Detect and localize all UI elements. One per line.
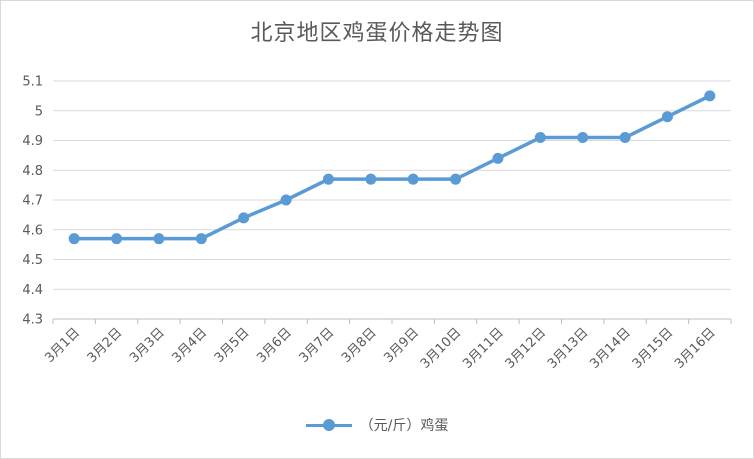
- y-tick-label: 4.9: [22, 134, 43, 149]
- x-tick-label: 3月1日: [42, 325, 83, 366]
- y-axis: 4.3 4.4 4.5 4.6 4.7 4.8 4.9 5 5.1: [22, 75, 43, 328]
- data-point: [280, 194, 292, 206]
- x-tick-label: 3月9日: [381, 325, 422, 366]
- y-tick-label: 4.7: [22, 194, 43, 209]
- line-chart: 4.34.44.54.64.74.84.955.1 3月1日 3月2日 3月3日 3月…: [22, 75, 732, 372]
- x-tick-label: 3月13日: [545, 325, 592, 372]
- data-point: [619, 132, 631, 144]
- x-tick-label: 3月10日: [418, 325, 465, 372]
- x-tick-label: 3月5日: [212, 325, 253, 366]
- x-axis: 3月1日 3月2日 3月3日 3月4日 3月5日 3月6日 3月7日 3月8日 3月9日3月10…: [42, 319, 732, 372]
- y-tick-label: 4.5: [22, 253, 43, 268]
- legend-marker-icon: [305, 419, 352, 431]
- y-tick-label: 4.3: [22, 313, 43, 328]
- data-point: [407, 173, 419, 185]
- x-tick-label: 3月2日: [85, 325, 126, 366]
- y-tick-label: 5: [35, 104, 43, 119]
- gridlines: [53, 80, 731, 320]
- y-tick-label: 5.1: [22, 75, 43, 90]
- x-tick-label: 3月14日: [587, 325, 634, 372]
- x-tick-label: 3月16日: [672, 325, 719, 372]
- x-tick-label: 3月11日: [460, 325, 507, 372]
- data-point: [661, 111, 673, 123]
- data-point: [704, 90, 716, 102]
- series-line: [72, 94, 712, 241]
- x-tick-label: 3月6日: [254, 325, 295, 366]
- data-point: [492, 152, 504, 164]
- series-layer: [68, 90, 716, 245]
- data-point: [195, 233, 207, 245]
- x-tick-label: 3月12日: [503, 325, 550, 372]
- y-tick-label: 4.6: [22, 223, 43, 238]
- data-point: [111, 233, 123, 245]
- x-tick-label: 3月7日: [297, 325, 338, 366]
- legend-label: （元/斤）鸡蛋: [359, 418, 449, 434]
- x-tick-label: 3月3日: [127, 325, 168, 366]
- legend: （元/斤）鸡蛋: [1, 415, 753, 435]
- y-tick-label: 4.4: [22, 283, 43, 298]
- data-point: [450, 173, 462, 185]
- data-point: [534, 132, 546, 144]
- data-point: [577, 132, 589, 144]
- data-point: [365, 173, 377, 185]
- x-tick-label: 3月8日: [339, 325, 380, 366]
- y-tick-label: 4.8: [22, 164, 43, 179]
- data-point: [153, 233, 165, 245]
- x-tick-label: 3月4日: [169, 325, 210, 366]
- data-point: [68, 233, 80, 245]
- data-point: [238, 212, 250, 224]
- data-point: [322, 173, 334, 185]
- chart-title: 北京地区鸡蛋价格走势图: [250, 21, 504, 46]
- x-tick-label: 3月15日: [630, 325, 677, 372]
